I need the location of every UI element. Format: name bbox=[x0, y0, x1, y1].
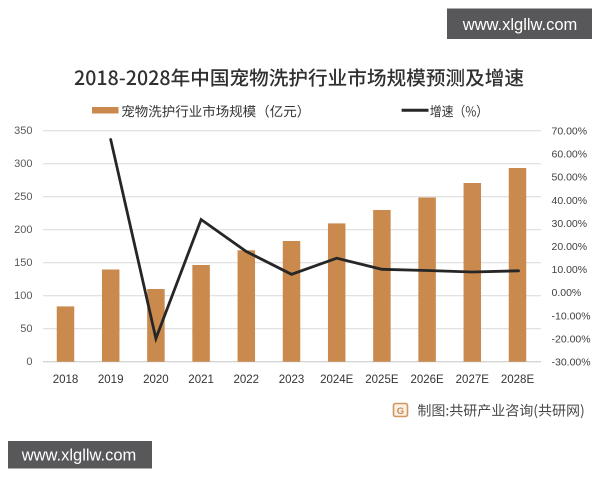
svg-text:60.00%: 60.00% bbox=[552, 149, 588, 161]
svg-text:www.xlgllw.com: www.xlgllw.com bbox=[462, 16, 578, 34]
svg-text:40.00%: 40.00% bbox=[552, 195, 588, 207]
svg-text:300: 300 bbox=[14, 158, 32, 170]
svg-text:350: 350 bbox=[14, 125, 32, 137]
svg-text:-30.00%: -30.00% bbox=[552, 357, 591, 369]
svg-text:70.00%: 70.00% bbox=[552, 126, 588, 138]
svg-text:10.00%: 10.00% bbox=[552, 264, 588, 276]
svg-text:2022: 2022 bbox=[234, 374, 260, 386]
svg-text:50.00%: 50.00% bbox=[552, 172, 588, 184]
svg-text:50: 50 bbox=[20, 323, 32, 335]
svg-text:2018: 2018 bbox=[53, 374, 79, 386]
svg-text:2021: 2021 bbox=[188, 374, 214, 386]
svg-text:2024E: 2024E bbox=[320, 374, 354, 386]
svg-text:30.00%: 30.00% bbox=[552, 218, 588, 230]
svg-text:www.xlgllw.com: www.xlgllw.com bbox=[21, 446, 137, 464]
svg-text:2023: 2023 bbox=[279, 374, 305, 386]
svg-text:2026E: 2026E bbox=[410, 374, 444, 386]
svg-text:2025E: 2025E bbox=[365, 374, 399, 386]
svg-text:2019: 2019 bbox=[98, 374, 124, 386]
svg-text:100: 100 bbox=[14, 290, 32, 302]
svg-text:G: G bbox=[397, 406, 404, 417]
svg-text:2020: 2020 bbox=[143, 374, 169, 386]
svg-text:250: 250 bbox=[14, 191, 32, 203]
svg-text:2028E: 2028E bbox=[501, 374, 535, 386]
svg-text:200: 200 bbox=[14, 224, 32, 236]
svg-text:150: 150 bbox=[14, 257, 32, 269]
svg-text:0.00%: 0.00% bbox=[552, 287, 582, 299]
svg-text:-10.00%: -10.00% bbox=[552, 310, 591, 322]
svg-text:0: 0 bbox=[26, 356, 32, 368]
svg-text:20.00%: 20.00% bbox=[552, 241, 588, 253]
svg-text:2027E: 2027E bbox=[456, 374, 490, 386]
svg-text:-20.00%: -20.00% bbox=[552, 333, 591, 345]
